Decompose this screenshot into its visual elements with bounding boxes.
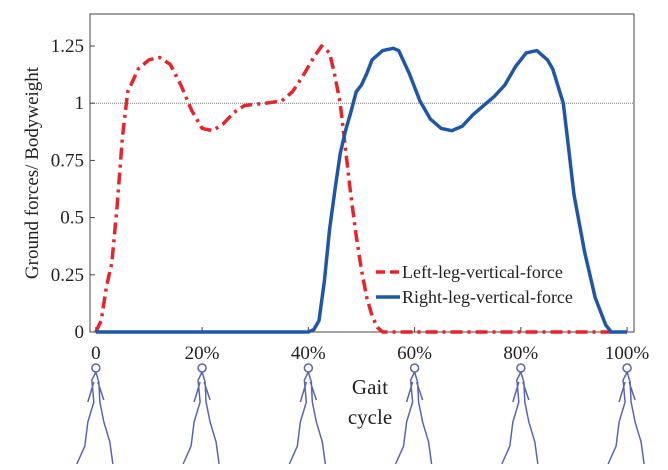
x-axis-label: Gait cycle bbox=[335, 372, 405, 432]
walker bbox=[183, 372, 219, 464]
legend-label: Right-leg-vertical-force bbox=[402, 287, 573, 307]
plot-frame bbox=[90, 14, 634, 332]
y-tick-label: 0 bbox=[75, 322, 85, 343]
y-tick-label: 0.25 bbox=[51, 265, 84, 286]
x-tick-label: 100% bbox=[605, 343, 650, 364]
walker-head bbox=[92, 364, 100, 372]
y-axis-label: Ground forces/ Bodyweight bbox=[22, 66, 43, 279]
x-tick-label: 60% bbox=[397, 343, 432, 364]
y-tick-label: 0.75 bbox=[51, 150, 84, 171]
walker-head bbox=[198, 364, 206, 372]
walker-head bbox=[304, 364, 312, 372]
y-tick-label: 1 bbox=[75, 93, 85, 114]
x-tick-label: 0 bbox=[91, 343, 101, 364]
y-tick-label: 0.5 bbox=[60, 208, 84, 229]
x-tick-label: 40% bbox=[291, 343, 326, 364]
walker-head bbox=[623, 364, 631, 372]
walker bbox=[289, 372, 325, 464]
walker bbox=[608, 372, 644, 464]
legend-label: Left-leg-vertical-force bbox=[402, 262, 563, 282]
walker bbox=[77, 372, 113, 464]
chart: Ground forces/ Bodyweight 0 0.25 0.5 0.75 1 1… bbox=[0, 0, 668, 470]
y-tick-label: 1.25 bbox=[51, 36, 84, 57]
page: Ground forces/ Bodyweight 0 0.25 0.5 0.75 1 1… bbox=[0, 0, 668, 470]
walker-head bbox=[411, 364, 419, 372]
walker bbox=[502, 372, 538, 464]
x-tick-label: 20% bbox=[185, 343, 220, 364]
x-tick-label: 80% bbox=[503, 343, 538, 364]
walker-head bbox=[517, 364, 525, 372]
